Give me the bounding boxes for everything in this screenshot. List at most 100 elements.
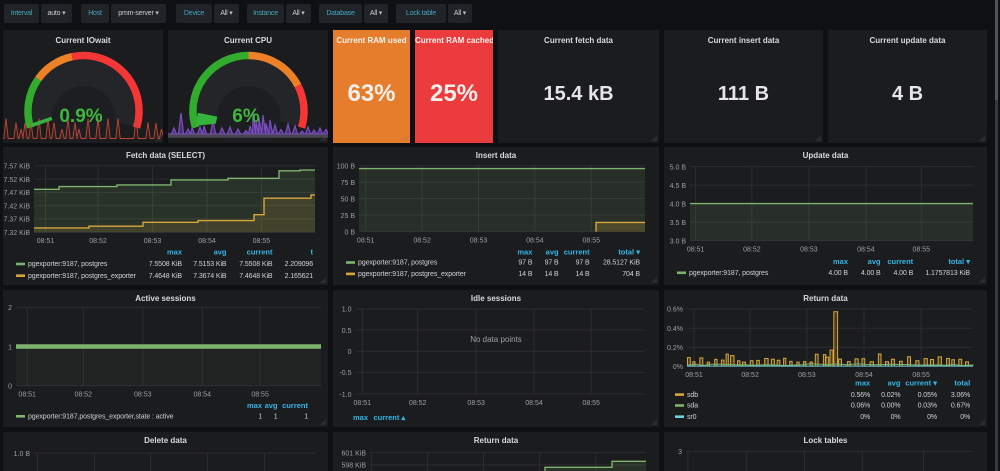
svg-text:7.5508 KiB: 7.5508 KiB [149, 261, 183, 268]
svg-text:current: current [887, 257, 913, 266]
svg-text:1.1757813 KiB: 1.1757813 KiB [925, 270, 970, 277]
svg-text:0.67%: 0.67% [951, 403, 970, 410]
svg-text:3: 3 [678, 449, 682, 456]
svg-text:1.0: 1.0 [342, 307, 352, 314]
svg-text:0.5: 0.5 [342, 328, 352, 335]
svg-text:-1.0: -1.0 [339, 392, 351, 399]
svg-text:4.5 B: 4.5 B [670, 183, 687, 190]
svg-text:0.06%: 0.06% [851, 403, 870, 410]
svg-text:0%: 0% [891, 414, 901, 421]
svg-text:max: max [353, 413, 369, 422]
svg-text:08:51: 08:51 [357, 238, 375, 245]
svg-text:0.2%: 0.2% [667, 345, 683, 352]
svg-text:pgexporter:9187,postgres_expor: pgexporter:9187,postgres_exporter,state … [28, 414, 174, 421]
svg-text:08:51: 08:51 [18, 392, 36, 399]
svg-text:0.05%: 0.05% [918, 392, 937, 399]
svg-text:current: current [282, 401, 308, 410]
svg-text:28.5127 KiB: 28.5127 KiB [603, 260, 640, 267]
svg-text:08:55: 08:55 [912, 372, 930, 379]
svg-text:0%: 0% [960, 414, 970, 421]
svg-text:avg: avg [888, 379, 901, 388]
svg-text:1: 1 [8, 344, 12, 351]
svg-text:3.06%: 3.06% [951, 392, 970, 399]
svg-text:0.56%: 0.56% [851, 392, 870, 399]
svg-text:08:51: 08:51 [37, 238, 55, 245]
svg-text:08:55: 08:55 [251, 392, 269, 399]
svg-text:pgexporter:9187, postgres_expo: pgexporter:9187, postgres_exporter [28, 273, 137, 280]
svg-text:08:54: 08:54 [526, 238, 544, 245]
svg-text:97 B: 97 B [545, 260, 559, 267]
svg-text:max: max [855, 379, 871, 388]
svg-text:08:53: 08:53 [800, 247, 818, 254]
svg-text:1: 1 [258, 414, 262, 421]
svg-text:08:51: 08:51 [354, 400, 372, 407]
svg-text:598 KiB: 598 KiB [341, 463, 366, 470]
svg-text:75 B: 75 B [341, 180, 356, 187]
svg-text:avg: avg [265, 401, 278, 410]
svg-text:97 B: 97 B [518, 260, 532, 267]
svg-text:7.4648 KiB: 7.4648 KiB [149, 273, 183, 280]
svg-text:2.165621: 2.165621 [285, 273, 314, 280]
svg-text:7.42 KiB: 7.42 KiB [4, 203, 31, 210]
svg-text:08:52: 08:52 [741, 372, 759, 379]
svg-text:0: 0 [348, 349, 352, 356]
svg-text:0 B: 0 B [344, 229, 355, 236]
svg-text:7.32 KiB: 7.32 KiB [4, 230, 31, 237]
svg-text:sda: sda [687, 403, 698, 410]
svg-text:current ▴: current ▴ [374, 413, 407, 422]
svg-text:25 B: 25 B [341, 213, 356, 220]
svg-text:7.3674 KiB: 7.3674 KiB [193, 273, 227, 280]
svg-text:08:55: 08:55 [253, 238, 271, 245]
svg-text:50 B: 50 B [341, 196, 356, 203]
svg-text:08:54: 08:54 [194, 392, 212, 399]
svg-text:t: t [311, 248, 314, 257]
svg-text:current: current [564, 248, 590, 257]
svg-text:4.00 B: 4.00 B [894, 270, 914, 277]
svg-text:max: max [167, 248, 183, 257]
svg-text:08:52: 08:52 [413, 238, 431, 245]
svg-text:0.9%: 0.9% [59, 106, 102, 127]
svg-text:0.03%: 0.03% [918, 403, 937, 410]
svg-text:7.52 KiB: 7.52 KiB [4, 177, 31, 184]
svg-text:4.00 B: 4.00 B [861, 270, 881, 277]
svg-text:total ▾: total ▾ [618, 248, 641, 257]
svg-text:7.4648 KiB: 7.4648 KiB [239, 273, 273, 280]
svg-text:avg: avg [546, 248, 559, 257]
svg-text:08:54: 08:54 [198, 238, 216, 245]
svg-text:0.4%: 0.4% [667, 326, 683, 333]
svg-text:08:54: 08:54 [855, 372, 873, 379]
svg-text:3.0 B: 3.0 B [670, 238, 687, 245]
svg-text:3.5 B: 3.5 B [670, 220, 687, 227]
svg-text:current: current [247, 248, 273, 257]
svg-text:pgexporter:9187, postgres_expo: pgexporter:9187, postgres_exporter [358, 271, 467, 278]
svg-text:7.37 KiB: 7.37 KiB [4, 217, 31, 224]
svg-text:max: max [833, 257, 849, 266]
svg-text:08:51: 08:51 [685, 372, 703, 379]
svg-text:08:53: 08:53 [798, 372, 816, 379]
svg-text:avg: avg [214, 248, 227, 257]
svg-text:14 B: 14 B [545, 271, 559, 278]
svg-text:sdb: sdb [687, 392, 698, 399]
svg-text:97 B: 97 B [576, 260, 590, 267]
svg-text:0.6%: 0.6% [667, 307, 683, 314]
svg-text:14 B: 14 B [518, 271, 532, 278]
svg-text:08:53: 08:53 [470, 238, 488, 245]
svg-text:1: 1 [274, 414, 278, 421]
svg-text:08:54: 08:54 [525, 400, 543, 407]
svg-text:08:54: 08:54 [857, 247, 875, 254]
svg-text:08:52: 08:52 [743, 247, 761, 254]
svg-text:08:55: 08:55 [583, 238, 601, 245]
svg-text:7.57 KiB: 7.57 KiB [4, 164, 31, 171]
svg-text:5.0 B: 5.0 B [670, 164, 687, 171]
svg-text:08:52: 08:52 [89, 238, 107, 245]
svg-text:max: max [517, 248, 533, 257]
svg-text:max: max [247, 401, 263, 410]
svg-text:08:53: 08:53 [467, 400, 485, 407]
svg-text:704 B: 704 B [622, 271, 640, 278]
svg-text:pgexporter:9187, postgres: pgexporter:9187, postgres [358, 260, 438, 267]
svg-text:total: total [954, 379, 970, 388]
svg-text:0%: 0% [673, 364, 683, 371]
svg-text:pgexporter:9187, postgres: pgexporter:9187, postgres [689, 270, 769, 277]
svg-text:pgexporter:9187, postgres: pgexporter:9187, postgres [28, 261, 108, 268]
svg-text:7.5508 KiB: 7.5508 KiB [239, 261, 273, 268]
